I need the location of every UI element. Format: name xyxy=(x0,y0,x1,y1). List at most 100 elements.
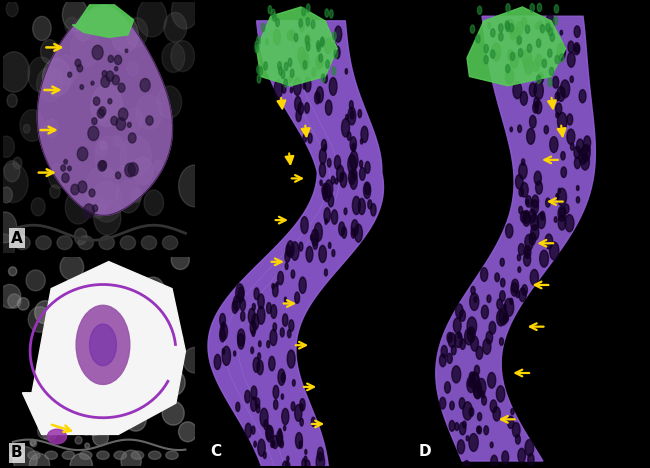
Circle shape xyxy=(128,133,136,143)
Circle shape xyxy=(296,432,302,449)
Circle shape xyxy=(280,328,284,337)
Circle shape xyxy=(463,421,466,428)
Circle shape xyxy=(112,75,120,85)
Polygon shape xyxy=(208,21,384,468)
Circle shape xyxy=(291,270,294,278)
Circle shape xyxy=(575,157,580,168)
Circle shape xyxy=(34,300,56,324)
Circle shape xyxy=(266,341,270,348)
Circle shape xyxy=(291,402,295,411)
Circle shape xyxy=(526,128,535,144)
Circle shape xyxy=(284,79,287,87)
Circle shape xyxy=(179,422,197,442)
Circle shape xyxy=(478,6,482,15)
Circle shape xyxy=(116,290,121,295)
Circle shape xyxy=(287,30,291,40)
Circle shape xyxy=(460,422,466,435)
Circle shape xyxy=(534,171,541,185)
Circle shape xyxy=(108,55,114,62)
Circle shape xyxy=(354,224,363,242)
Circle shape xyxy=(555,55,560,64)
Circle shape xyxy=(508,50,514,61)
Circle shape xyxy=(257,75,261,83)
Circle shape xyxy=(272,284,274,289)
Circle shape xyxy=(516,22,523,35)
Circle shape xyxy=(494,52,498,61)
Circle shape xyxy=(299,19,302,27)
Circle shape xyxy=(554,217,557,222)
Circle shape xyxy=(282,85,286,93)
Circle shape xyxy=(291,88,292,93)
Ellipse shape xyxy=(141,236,157,249)
Circle shape xyxy=(280,440,283,448)
Circle shape xyxy=(99,107,106,116)
Circle shape xyxy=(335,46,340,58)
Circle shape xyxy=(316,55,322,69)
Circle shape xyxy=(172,0,199,29)
Circle shape xyxy=(125,163,135,177)
Circle shape xyxy=(545,198,551,207)
Circle shape xyxy=(324,74,328,83)
Circle shape xyxy=(478,426,482,434)
Circle shape xyxy=(454,332,462,348)
Circle shape xyxy=(283,425,286,431)
Circle shape xyxy=(171,250,189,270)
Circle shape xyxy=(65,17,78,34)
Polygon shape xyxy=(72,5,134,37)
Ellipse shape xyxy=(78,236,94,249)
Circle shape xyxy=(584,136,591,149)
Circle shape xyxy=(318,56,322,64)
Circle shape xyxy=(455,423,459,431)
Circle shape xyxy=(560,30,563,35)
Circle shape xyxy=(236,402,240,411)
Circle shape xyxy=(527,44,532,52)
Circle shape xyxy=(491,455,498,468)
Circle shape xyxy=(26,270,46,291)
Circle shape xyxy=(299,277,306,293)
Circle shape xyxy=(359,167,365,180)
Circle shape xyxy=(529,209,536,223)
Circle shape xyxy=(315,91,320,104)
Circle shape xyxy=(490,400,497,413)
Circle shape xyxy=(522,50,532,68)
Circle shape xyxy=(348,170,355,185)
Circle shape xyxy=(365,183,370,195)
Circle shape xyxy=(305,460,310,468)
Circle shape xyxy=(506,315,508,321)
Circle shape xyxy=(474,384,481,398)
Circle shape xyxy=(348,107,356,125)
Circle shape xyxy=(320,180,322,185)
Circle shape xyxy=(326,60,330,68)
Circle shape xyxy=(524,246,531,259)
Circle shape xyxy=(328,194,333,207)
Text: A: A xyxy=(11,231,23,246)
Circle shape xyxy=(544,125,549,134)
Ellipse shape xyxy=(162,236,177,249)
Circle shape xyxy=(506,224,513,238)
Circle shape xyxy=(127,360,144,380)
Circle shape xyxy=(346,115,348,120)
Circle shape xyxy=(300,418,304,426)
Circle shape xyxy=(467,376,475,393)
Circle shape xyxy=(567,52,575,67)
Circle shape xyxy=(99,342,117,361)
Circle shape xyxy=(75,436,82,444)
Circle shape xyxy=(314,223,322,241)
Circle shape xyxy=(272,435,278,449)
Ellipse shape xyxy=(47,429,66,444)
Circle shape xyxy=(257,66,261,74)
Circle shape xyxy=(536,54,542,66)
Circle shape xyxy=(557,44,566,60)
Circle shape xyxy=(542,59,547,67)
Circle shape xyxy=(512,279,519,293)
Polygon shape xyxy=(436,16,595,461)
Circle shape xyxy=(288,58,292,66)
Circle shape xyxy=(125,49,128,52)
Circle shape xyxy=(255,398,260,408)
Circle shape xyxy=(45,119,58,137)
Circle shape xyxy=(259,341,261,347)
Circle shape xyxy=(278,62,281,70)
Circle shape xyxy=(550,137,558,153)
Ellipse shape xyxy=(99,236,114,249)
Circle shape xyxy=(50,185,60,198)
